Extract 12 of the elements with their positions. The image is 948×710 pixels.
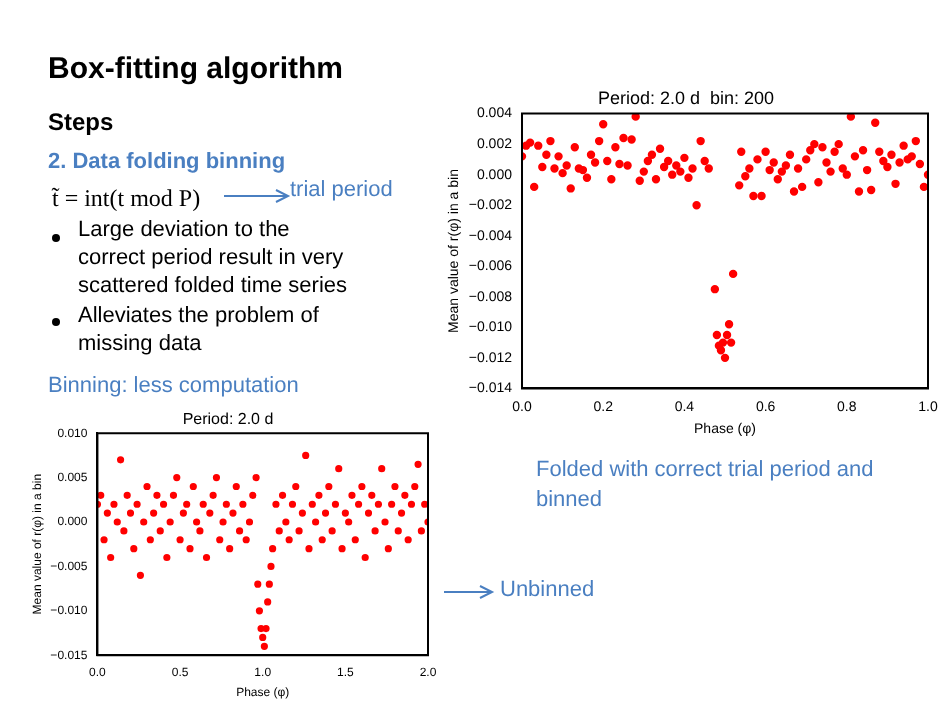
text: Large deviation to the correct period result in very scattered folded time series — [78, 216, 350, 300]
text: 2. Data folding binning — [48, 150, 286, 174]
chart-title: Period: 2.0 d bin: 200 — [597, 87, 775, 108]
text: Binning: less computation — [48, 374, 299, 398]
text: Folded with correct trial period and binned — [536, 456, 876, 516]
text: Steps — [48, 108, 114, 136]
text: t̃ = int(t mod P) — [52, 184, 201, 214]
text: trial period — [290, 178, 393, 202]
chart-title: Period: 2.0 d — [182, 410, 274, 429]
text: Box-fitting algorithm — [48, 52, 343, 86]
text: Alleviates the problem of missing data — [78, 302, 321, 358]
text: Unbinned — [500, 578, 595, 602]
